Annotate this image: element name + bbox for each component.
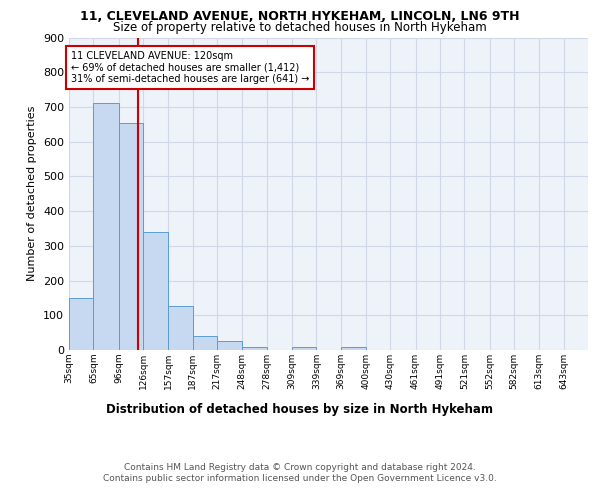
Bar <box>217 340 242 350</box>
Bar <box>168 306 193 350</box>
Bar <box>119 122 143 350</box>
Y-axis label: Number of detached properties: Number of detached properties <box>28 106 37 282</box>
Bar <box>193 336 217 350</box>
Text: Contains public sector information licensed under the Open Government Licence v3: Contains public sector information licen… <box>103 474 497 483</box>
Text: Contains HM Land Registry data © Crown copyright and database right 2024.: Contains HM Land Registry data © Crown c… <box>124 462 476 471</box>
Text: 11 CLEVELAND AVENUE: 120sqm
← 69% of detached houses are smaller (1,412)
31% of : 11 CLEVELAND AVENUE: 120sqm ← 69% of det… <box>71 50 309 84</box>
Text: Size of property relative to detached houses in North Hykeham: Size of property relative to detached ho… <box>113 22 487 35</box>
Bar <box>69 298 94 350</box>
Bar <box>292 347 316 350</box>
Bar <box>94 104 119 350</box>
Text: Distribution of detached houses by size in North Hykeham: Distribution of detached houses by size … <box>107 402 493 415</box>
Text: 11, CLEVELAND AVENUE, NORTH HYKEHAM, LINCOLN, LN6 9TH: 11, CLEVELAND AVENUE, NORTH HYKEHAM, LIN… <box>80 10 520 23</box>
Bar <box>143 232 168 350</box>
Bar <box>242 346 266 350</box>
Bar <box>341 347 366 350</box>
